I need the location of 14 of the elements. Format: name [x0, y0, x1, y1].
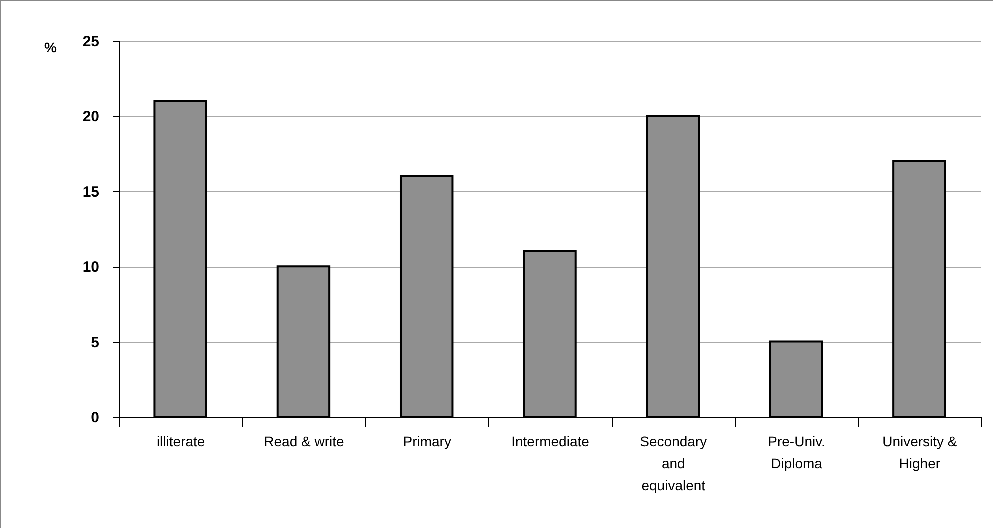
- x-tick-label: Pre-Univ. Diploma: [768, 434, 826, 472]
- y-tick-label: 5: [91, 334, 100, 352]
- y-axis-title: %: [44, 40, 58, 56]
- x-tick-label: Intermediate: [512, 434, 590, 450]
- x-tick-label: illiterate: [156, 434, 206, 450]
- y-tick-label: 10: [82, 259, 100, 276]
- y-tick-label: 20: [82, 108, 100, 126]
- y-tick-label: 25: [82, 34, 100, 50]
- x-tick-label: Read & write: [264, 434, 344, 450]
- x-tick-label: Secondary and equivalent: [640, 434, 708, 494]
- y-tick-label: 0: [91, 410, 100, 426]
- y-tick-label: 15: [82, 184, 100, 201]
- x-tick-label: Primary: [403, 434, 452, 450]
- x-tick-label: University & Higher: [882, 434, 958, 472]
